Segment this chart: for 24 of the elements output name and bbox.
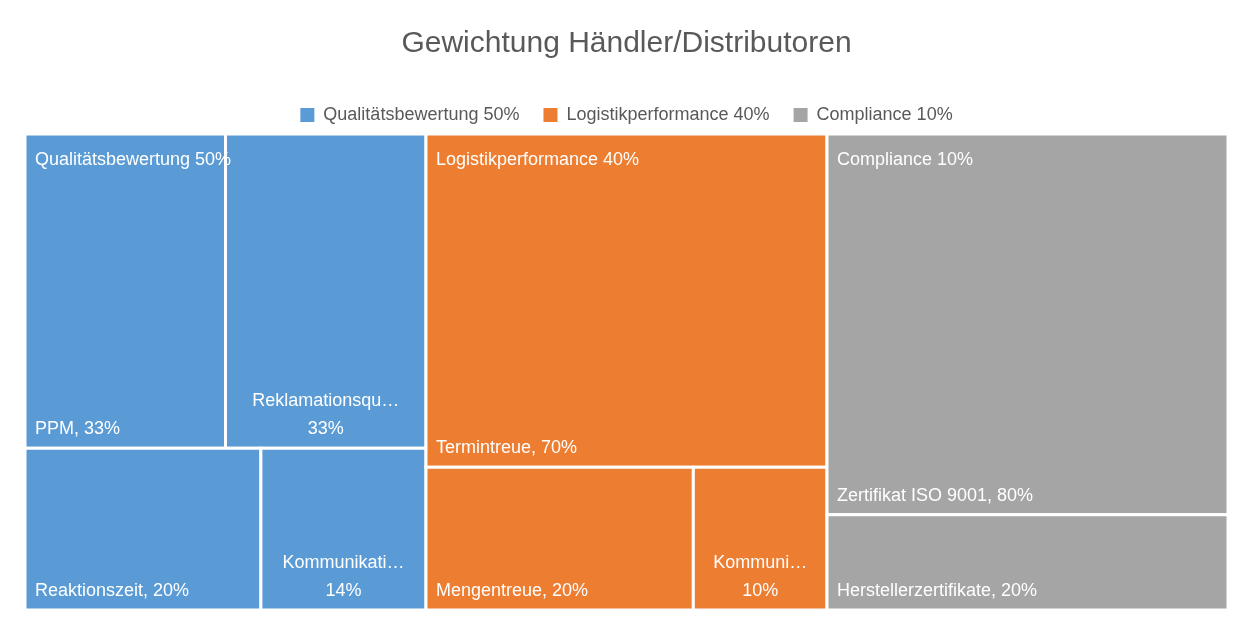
legend-label: Qualitätsbewertung 50% bbox=[323, 103, 520, 124]
text: Gewichtung Händler/Distributoren bbox=[401, 25, 852, 59]
category-label: Herstellerzertifikate bbox=[837, 580, 992, 600]
data-label: , 20% bbox=[991, 580, 1038, 600]
category-label: Zertifikat ISO 9001 bbox=[837, 484, 988, 505]
category-label: Reklamationsqu… bbox=[252, 390, 400, 411]
category-label: Termintreue bbox=[436, 437, 532, 458]
text: Compliance 10% bbox=[837, 149, 974, 169]
text: Logistikperformance 40% bbox=[436, 149, 640, 169]
data-label: , 20% bbox=[542, 580, 589, 600]
category-label: PPM bbox=[35, 418, 75, 439]
data-label: , 20% bbox=[143, 580, 190, 600]
data-label: 14% bbox=[325, 580, 362, 600]
legend-label: Logistikperformance 40% bbox=[566, 103, 770, 124]
category-label: Kommunikati… bbox=[282, 552, 405, 572]
data-label: , 70% bbox=[531, 437, 578, 458]
category-label: Kommuni… bbox=[713, 552, 808, 572]
data-label: , 33% bbox=[74, 418, 121, 439]
data-label: , 80% bbox=[987, 484, 1034, 505]
data-label: 33% bbox=[307, 418, 344, 439]
data-label: 10% bbox=[742, 580, 779, 600]
legend-label: Compliance 10% bbox=[816, 103, 953, 124]
category-label: Reaktionszeit bbox=[35, 580, 144, 600]
category-label: Mengentreue bbox=[436, 580, 543, 600]
